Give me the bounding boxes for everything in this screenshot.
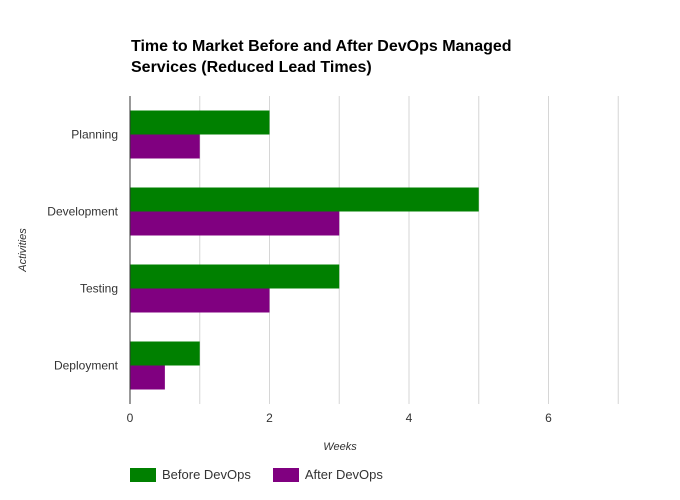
y-axis-title: Activities	[17, 228, 29, 273]
x-tick-label-0: 0	[127, 411, 134, 425]
y-tick-label-development: Development	[47, 205, 118, 219]
x-tick-labels: 0 2 4 6	[127, 411, 553, 425]
gridlines	[199, 96, 619, 404]
y-tick-label-testing: Testing	[80, 282, 118, 296]
x-tick-label-4: 4	[406, 411, 413, 425]
bar-testing-after-devops	[130, 288, 270, 313]
legend: Before DevOps After DevOps	[130, 467, 383, 482]
bar-development-after-devops	[130, 211, 340, 236]
bar-deployment-before-devops	[130, 341, 200, 366]
legend-item-before[interactable]: Before DevOps	[130, 467, 251, 482]
chart-title: Time to Market Before and After DevOps M…	[131, 38, 512, 76]
legend-label-after: After DevOps	[304, 467, 383, 482]
bar-testing-before-devops	[130, 264, 340, 289]
bar-planning-before-devops	[130, 110, 270, 135]
legend-label-before: Before DevOps	[162, 467, 251, 482]
x-tick-label-6: 6	[545, 411, 552, 425]
y-tick-label-planning: Planning	[71, 128, 118, 142]
y-tick-labels: Planning Development Testing Deployment	[47, 128, 118, 373]
legend-swatch-after	[272, 467, 299, 482]
bars	[130, 110, 479, 390]
bar-planning-after-devops	[130, 134, 200, 159]
y-tick-label-deployment: Deployment	[54, 359, 119, 373]
bar-deployment-after-devops	[130, 365, 165, 390]
x-axis-title: Weeks	[323, 441, 357, 453]
x-tick-label-2: 2	[266, 411, 273, 425]
bar-development-before-devops	[130, 187, 479, 212]
legend-item-after[interactable]: After DevOps	[272, 467, 383, 482]
legend-swatch-before	[130, 467, 156, 482]
